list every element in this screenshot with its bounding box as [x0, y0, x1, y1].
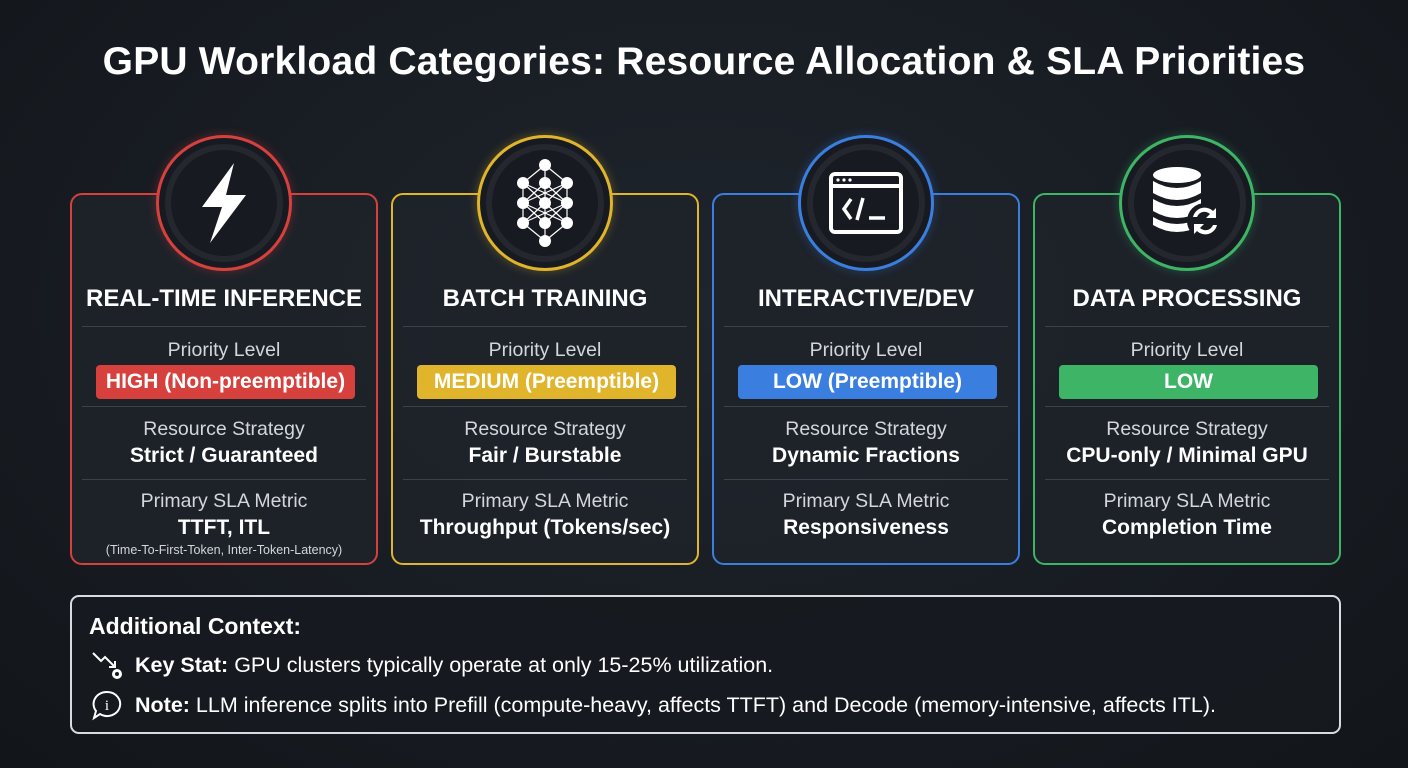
workload-card: BATCH TRAINING Priority Level MEDIUM (Pr…	[391, 135, 699, 565]
sla-value: Throughput (Tokens/sec)	[419, 516, 671, 539]
strategy-value: Strict / Guaranteed	[130, 444, 318, 467]
key-stat-text: GPU clusters typically operate at only 1…	[234, 652, 774, 677]
page-title: GPU Workload Categories: Resource Alloca…	[102, 40, 1306, 83]
sla-label: Primary SLA Metric	[782, 490, 950, 512]
sla-note: (Time-To-First-Token, Inter-Token-Latenc…	[105, 543, 343, 557]
trend-down-gear-icon	[92, 652, 122, 679]
additional-context-panel: Additional Context: Key Stat: GPU cluste…	[70, 595, 1341, 734]
sla-value: TTFT, ITL	[177, 516, 271, 539]
database-sync-icon	[1119, 135, 1255, 271]
workload-card: REAL-TIME INFERENCE Priority Level HIGH …	[70, 135, 378, 565]
sla-label: Primary SLA Metric	[1103, 490, 1271, 512]
sla-value: Completion Time	[1102, 516, 1272, 539]
strategy-value: CPU-only / Minimal GPU	[1066, 444, 1308, 467]
info-bubble-icon: i	[92, 690, 122, 721]
priority-badge: LOW	[1059, 365, 1318, 399]
divider	[724, 479, 1008, 480]
divider	[1045, 326, 1329, 327]
strategy-value: Fair / Burstable	[468, 444, 622, 467]
strategy-label: Resource Strategy	[1106, 418, 1268, 440]
priority-label: Priority Level	[809, 339, 923, 361]
divider	[82, 479, 366, 480]
terminal-window-icon	[798, 135, 934, 271]
note-row: i Note: LLM inference splits into Prefil…	[89, 689, 1216, 721]
priority-label: Priority Level	[167, 339, 281, 361]
divider	[403, 406, 687, 407]
lightning-icon	[156, 135, 292, 271]
workload-card: INTERACTIVE/DEV Priority Level LOW (Pree…	[712, 135, 1020, 565]
strategy-label: Resource Strategy	[143, 418, 305, 440]
divider	[403, 479, 687, 480]
svg-text:i: i	[105, 698, 109, 714]
strategy-label: Resource Strategy	[464, 418, 626, 440]
divider	[82, 326, 366, 327]
strategy-label: Resource Strategy	[785, 418, 947, 440]
priority-label: Priority Level	[1130, 339, 1244, 361]
sla-value: Responsiveness	[783, 516, 949, 539]
divider	[724, 406, 1008, 407]
card-title: REAL-TIME INFERENCE	[86, 285, 362, 312]
divider	[403, 326, 687, 327]
card-title: BATCH TRAINING	[442, 285, 648, 312]
key-stat-label: Key Stat:	[135, 652, 229, 677]
note-text: LLM inference splits into Prefill (compu…	[195, 692, 1216, 717]
priority-badge: HIGH (Non-preemptible)	[96, 365, 355, 399]
divider	[1045, 479, 1329, 480]
sla-label: Primary SLA Metric	[140, 490, 308, 512]
divider	[724, 326, 1008, 327]
card-title: INTERACTIVE/DEV	[757, 285, 975, 312]
workload-card: DATA PROCESSING Priority Level LOW Resou…	[1033, 135, 1341, 565]
key-stat-row: Key Stat: GPU clusters typically operate…	[89, 649, 773, 681]
priority-badge: MEDIUM (Preemptible)	[417, 365, 676, 399]
neural-network-icon	[477, 135, 613, 271]
divider	[1045, 406, 1329, 407]
priority-badge: LOW (Preemptible)	[738, 365, 997, 399]
context-heading: Additional Context:	[89, 613, 302, 639]
sla-label: Primary SLA Metric	[461, 490, 629, 512]
priority-label: Priority Level	[488, 339, 602, 361]
strategy-value: Dynamic Fractions	[772, 444, 960, 467]
divider	[82, 406, 366, 407]
note-label: Note:	[135, 692, 190, 717]
card-title: DATA PROCESSING	[1072, 285, 1302, 312]
